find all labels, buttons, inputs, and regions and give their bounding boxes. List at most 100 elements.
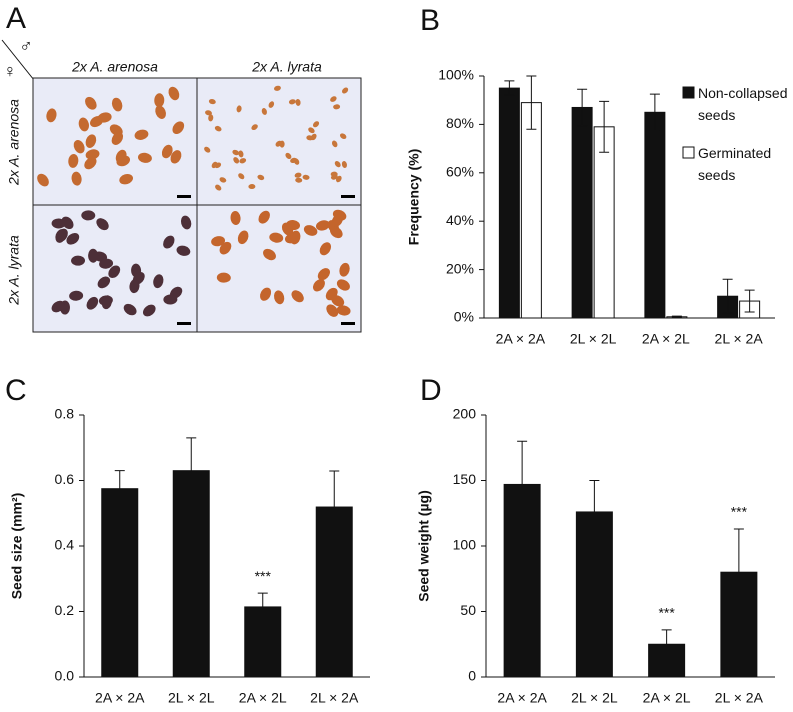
y-tick-label: 0% bbox=[454, 309, 474, 325]
seed bbox=[237, 230, 249, 245]
seed bbox=[119, 174, 134, 185]
seed bbox=[116, 155, 131, 167]
seed bbox=[155, 105, 166, 119]
x-tick-label: 2L × 2L bbox=[168, 690, 215, 706]
seed bbox=[330, 171, 338, 177]
error-bar bbox=[114, 470, 125, 489]
x-tick-label: 2L × 2A bbox=[715, 690, 764, 706]
seed bbox=[88, 248, 99, 263]
x-tick-label: 2L × 2A bbox=[715, 331, 764, 347]
error-bar bbox=[661, 629, 672, 645]
seed bbox=[101, 295, 112, 310]
seed bbox=[268, 101, 275, 108]
seed bbox=[161, 144, 173, 159]
seed bbox=[172, 121, 185, 135]
error-bar bbox=[744, 289, 755, 313]
x-tick-label: 2A × 2A bbox=[496, 331, 546, 347]
seed bbox=[208, 114, 214, 122]
bar bbox=[720, 571, 758, 678]
bar bbox=[498, 87, 520, 319]
seed bbox=[279, 140, 285, 148]
y-axis-label: Seed weight (µg) bbox=[416, 490, 432, 602]
error-bar bbox=[589, 480, 600, 512]
seed bbox=[273, 290, 285, 305]
seed bbox=[211, 236, 226, 247]
seed bbox=[269, 232, 284, 243]
seed bbox=[111, 132, 124, 145]
seed bbox=[230, 210, 241, 225]
seed bbox=[180, 215, 192, 230]
y-tick-label: 0.0 bbox=[55, 668, 75, 684]
seed bbox=[330, 96, 337, 102]
scale-bar bbox=[341, 322, 355, 325]
divider bbox=[1, 39, 35, 81]
y-tick-label: 0.2 bbox=[55, 602, 75, 618]
seed bbox=[85, 134, 97, 148]
photo-grid bbox=[32, 77, 362, 333]
error-bar bbox=[504, 80, 515, 96]
y-tick-label: 100 bbox=[453, 537, 477, 553]
legend-swatch bbox=[682, 146, 695, 159]
seed bbox=[216, 272, 231, 283]
seed bbox=[111, 97, 123, 112]
seed bbox=[123, 303, 137, 316]
y-tick-label: 200 bbox=[453, 406, 477, 422]
bar bbox=[571, 106, 593, 319]
seed bbox=[251, 124, 258, 131]
seed bbox=[258, 210, 270, 224]
error-bar bbox=[733, 528, 744, 573]
seed bbox=[341, 161, 347, 168]
seed bbox=[96, 218, 109, 231]
bar bbox=[520, 102, 542, 319]
seed bbox=[204, 146, 211, 153]
legend-swatch bbox=[682, 86, 695, 99]
seed bbox=[170, 150, 182, 164]
seed bbox=[163, 235, 175, 249]
seed bbox=[236, 105, 242, 113]
seed bbox=[334, 160, 341, 168]
bar bbox=[575, 511, 613, 678]
seed bbox=[285, 152, 292, 160]
column-label: 2x A. lyrata bbox=[251, 59, 322, 75]
seed bbox=[248, 184, 256, 190]
seed bbox=[295, 98, 301, 106]
scale-bar bbox=[177, 195, 191, 198]
bar bbox=[503, 483, 541, 678]
seed bbox=[219, 177, 227, 183]
x-tick-label: 2L × 2L bbox=[571, 690, 618, 706]
y-tick-label: 100% bbox=[438, 67, 474, 83]
seed bbox=[66, 233, 80, 245]
y-tick-label: 0.6 bbox=[55, 471, 75, 487]
seed bbox=[97, 276, 111, 289]
error-bar bbox=[329, 470, 340, 508]
legend-entry: Germinated seeds bbox=[698, 145, 772, 183]
row-label: 2x A. arenosa bbox=[6, 99, 22, 186]
bar bbox=[101, 488, 139, 678]
scale-bar bbox=[341, 195, 355, 198]
female-symbol: ♀ bbox=[3, 61, 17, 81]
seed bbox=[85, 96, 97, 110]
bar bbox=[172, 470, 210, 678]
annotation: *** bbox=[255, 568, 272, 584]
y-tick-label: 0.8 bbox=[55, 406, 75, 422]
seed bbox=[261, 108, 267, 115]
row-label: 2x A. lyrata bbox=[6, 235, 22, 306]
error-bar bbox=[577, 88, 588, 127]
error-bar bbox=[257, 592, 268, 607]
seed bbox=[153, 274, 164, 289]
error-bar bbox=[186, 437, 197, 471]
seed bbox=[303, 225, 318, 236]
error-bar bbox=[517, 440, 528, 485]
seed bbox=[99, 258, 114, 269]
panel-label: B bbox=[420, 4, 440, 37]
x-tick-label: 2A × 2L bbox=[642, 331, 690, 347]
seed bbox=[329, 226, 343, 239]
seed bbox=[291, 290, 304, 303]
seed bbox=[86, 296, 99, 310]
male-symbol: ♂ bbox=[19, 36, 33, 56]
x-tick-label: 2L × 2L bbox=[570, 331, 617, 347]
error-bar bbox=[671, 315, 682, 319]
y-axis-label: Frequency (%) bbox=[406, 149, 422, 245]
